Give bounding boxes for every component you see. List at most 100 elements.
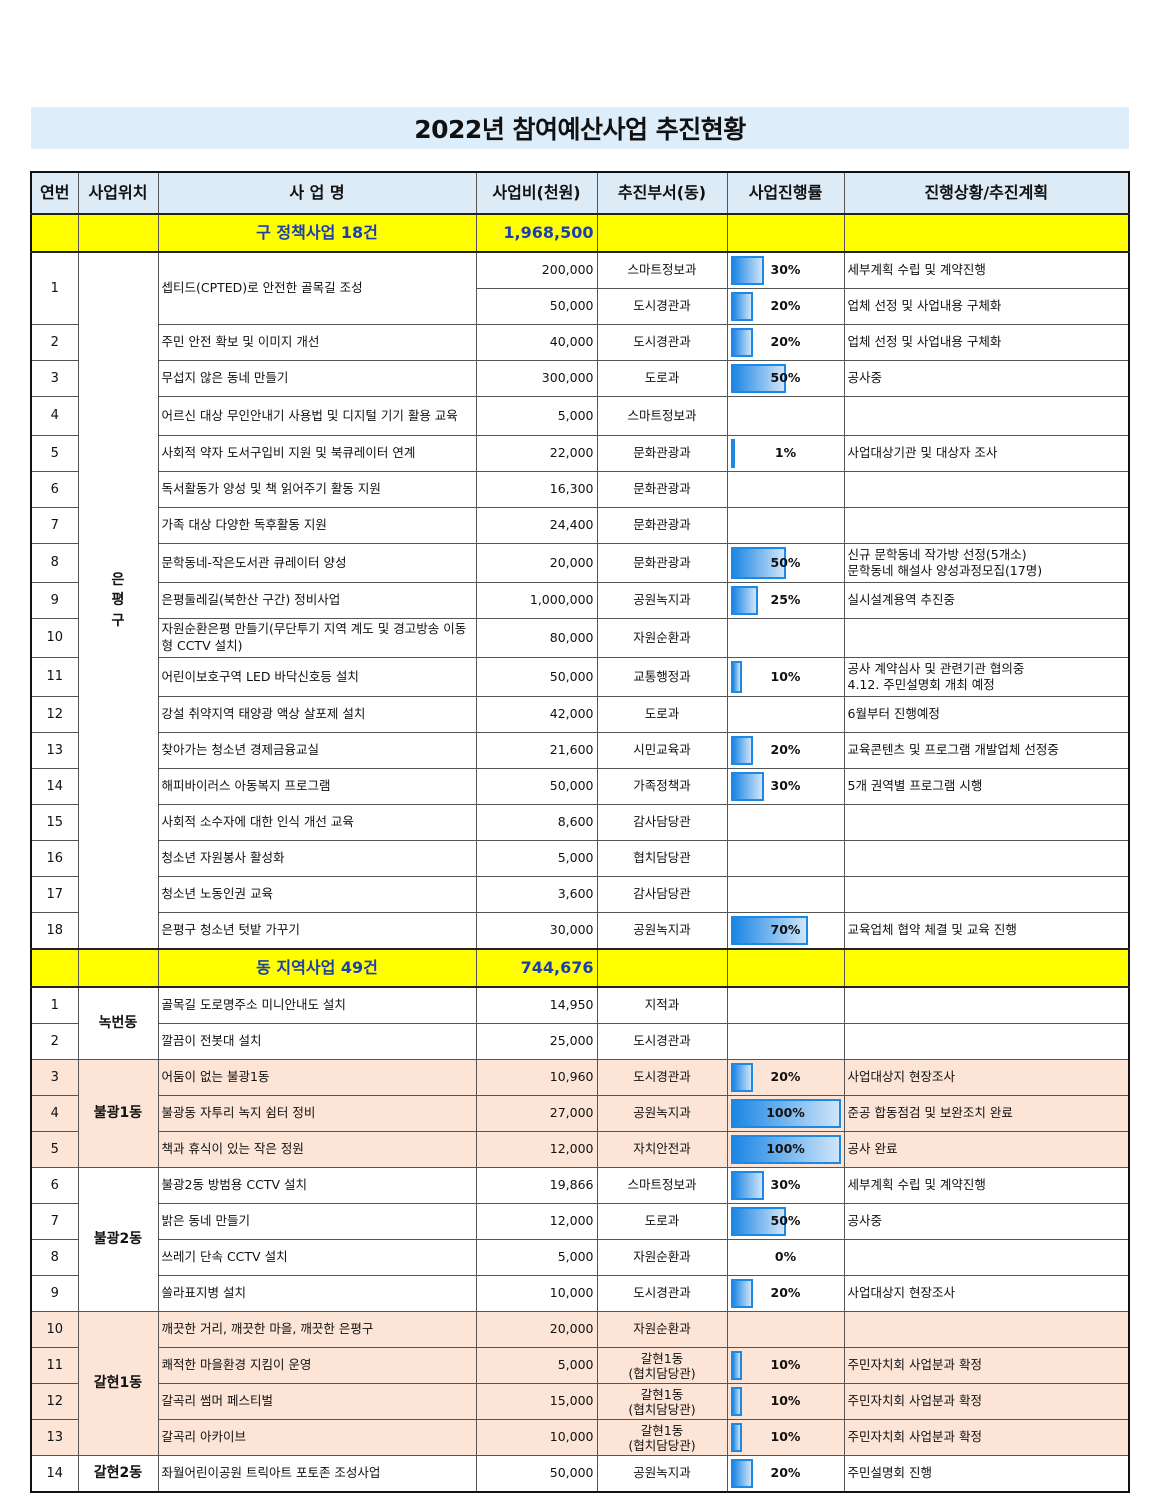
- budget-cell: 20,000: [475, 1311, 598, 1348]
- status-cell: 공사 계약심사 및 관련기관 협의중 4.12. 주민설명회 개최 예정: [843, 657, 1130, 697]
- progress-label: 50%: [770, 554, 801, 570]
- table-row: 1 은평구 셉티드(CPTED)로 안전한 골목길 조성 200,000 스마트정보과 3…: [30, 251, 1130, 950]
- project-name: 은평구 청소년 텃밭 가꾸기: [157, 912, 477, 950]
- table-row: 12 갈곡리 썸머 페스티벌 15,000 갈현1동 (협치담당관) 10% 주민자치회 …: [30, 1383, 1130, 1420]
- table-row: 11 쾌적한 마을환경 지킴이 운영 5,000 갈현1동 (협치담당관) 10% 주민자…: [30, 1347, 1130, 1384]
- dept-cell: 공원녹지과: [596, 912, 728, 950]
- row-number: 2: [30, 324, 79, 361]
- progress-label: 20%: [770, 1285, 801, 1301]
- progress-cell: [726, 876, 845, 913]
- row-number: 11: [30, 1347, 79, 1384]
- location-cell: 은평구: [77, 251, 159, 950]
- dept-cell: 문화관광과: [596, 507, 728, 544]
- progress-label: 10%: [770, 1357, 801, 1373]
- table-row: 3 무섭지 않은 동네 만들기 300,000 도로과 50% 공사중: [30, 360, 1130, 397]
- progress-label: 10%: [770, 1429, 801, 1445]
- status-cell: [843, 396, 1130, 436]
- budget-cell: 50,000: [475, 768, 598, 805]
- section-status-cell: [843, 948, 1130, 988]
- row-number: 11: [30, 657, 79, 697]
- section-total: 1,968,500: [475, 213, 598, 253]
- progress-label: 50%: [770, 1213, 801, 1229]
- location-cell: 불광2동: [77, 1167, 159, 1312]
- section-row: 동 지역사업 49건 744,676: [30, 948, 1130, 988]
- location-label: 갈현2동: [93, 1465, 143, 1482]
- dept-cell: 감사담당관: [596, 804, 728, 841]
- progress-cell: 20%: [726, 324, 845, 361]
- page-title: 2022년 참여예산사업 추진현황: [414, 115, 746, 144]
- dept-cell: 교통행정과: [596, 657, 728, 697]
- budget-cell: 30,000: [475, 912, 598, 950]
- budget-cell: 21,600: [475, 732, 598, 769]
- section-progress-cell: [726, 948, 845, 988]
- table-row: 5 사회적 약자 도서구입비 지원 및 북큐레이터 연계 22,000 문화관광과 1%…: [30, 435, 1130, 472]
- dept-cell: 도로과: [596, 1203, 728, 1240]
- table-row: 7 밝은 동네 만들기 12,000 도로과 50% 공사중: [30, 1203, 1130, 1240]
- project-name: 셉티드(CPTED)로 안전한 골목길 조성: [157, 251, 477, 325]
- progress-bar: [730, 586, 758, 615]
- section-status-cell: [843, 213, 1130, 253]
- budget-cell: 5,000: [475, 396, 598, 436]
- row-number: 9: [30, 582, 79, 619]
- table-row: 8 문학동네-작은도서관 큐레이터 양성 20,000 문화관광과 50% 신규 문학동네…: [30, 543, 1130, 583]
- progress-bar: [730, 1135, 841, 1164]
- progress-cell: 20%: [726, 732, 845, 769]
- row-number: 13: [30, 1419, 79, 1456]
- progress-bar: [730, 1063, 753, 1092]
- dept-cell: 스마트정보과: [596, 251, 728, 289]
- budget-cell: 5,000: [475, 840, 598, 877]
- project-name: 청소년 자원봉사 활성화: [157, 840, 477, 877]
- dept-cell: 공원녹지과: [596, 582, 728, 619]
- section-dept-cell: [596, 213, 728, 253]
- status-cell: 실시설계용역 추진중: [843, 582, 1130, 619]
- row-number: 3: [30, 1059, 79, 1096]
- progress-bar: [730, 439, 735, 468]
- table-row: 8 쓰레기 단속 CCTV 설치 5,000 자원순환과 0%: [30, 1239, 1130, 1276]
- project-name: 어르신 대상 무인안내기 사용법 및 디지털 기기 활용 교육: [157, 396, 477, 436]
- progress-label: 0%: [774, 1249, 797, 1265]
- project-name: 깨끗한 거리, 깨끗한 마을, 깨끗한 은평구: [157, 1311, 477, 1348]
- progress-cell: [726, 1023, 845, 1060]
- table-row: 14 해피바이러스 아동복지 프로그램 50,000 가족정책과 30% 5개 권역별 프…: [30, 768, 1130, 805]
- table-row: 14 갈현2동 좌월어린이공원 트릭아트 포토존 조성사업 50,000 공원녹지과 20…: [30, 1455, 1130, 1493]
- progress-label: 50%: [770, 370, 801, 386]
- progress-label: 30%: [770, 262, 801, 278]
- progress-cell: 10%: [726, 1419, 845, 1456]
- progress-cell: 100%: [726, 1131, 845, 1168]
- dept-cell: 문화관광과: [596, 471, 728, 508]
- dept-cell: 도시경관과: [596, 288, 728, 325]
- table-row: 9 쓸라표지병 설치 10,000 도시경관과 20% 사업대상지 현장조사: [30, 1275, 1130, 1312]
- budget-cell: 10,000: [475, 1275, 598, 1312]
- progress-bar: [730, 328, 753, 357]
- section-progress-cell: [726, 213, 845, 253]
- progress-label: 100%: [766, 1141, 805, 1157]
- budget-cell: 42,000: [475, 696, 598, 733]
- dept-cell: 도시경관과: [596, 1023, 728, 1060]
- progress-bar: [730, 292, 753, 321]
- progress-cell: 20%: [726, 288, 845, 325]
- section-dept-cell: [596, 948, 728, 988]
- table-row: 16 청소년 자원봉사 활성화 5,000 협치담당관: [30, 840, 1130, 877]
- project-name: 불광2동 방범용 CCTV 설치: [157, 1167, 477, 1204]
- budget-cell: 80,000: [475, 618, 598, 658]
- table-row: 6 불광2동 불광2동 방범용 CCTV 설치 19,866 스마트정보과 30% 세부계획…: [30, 1167, 1130, 1312]
- dept-cell: 도로과: [596, 696, 728, 733]
- progress-cell: 20%: [726, 1275, 845, 1312]
- progress-bar: [730, 1279, 753, 1308]
- table-row: 13 갈곡리 아카이브 10,000 갈현1동 (협치담당관) 10% 주민자치회 사업분…: [30, 1419, 1130, 1456]
- progress-bar: [730, 1351, 742, 1380]
- row-number: 15: [30, 804, 79, 841]
- status-cell: [843, 840, 1130, 877]
- project-name: 자원순환은평 만들기(무단투기 지역 계도 및 경고방송 이동형 CCTV 설치…: [157, 618, 477, 658]
- budget-cell: 10,000: [475, 1419, 598, 1456]
- progress-cell: [726, 396, 845, 436]
- project-name: 쾌적한 마을환경 지킴이 운영: [157, 1347, 477, 1384]
- project-name: 좌월어린이공원 트릭아트 포토존 조성사업: [157, 1455, 477, 1493]
- project-name: 문학동네-작은도서관 큐레이터 양성: [157, 543, 477, 583]
- location-cell: 갈현1동: [77, 1311, 159, 1456]
- progress-cell: 25%: [726, 582, 845, 619]
- section-title: 동 지역사업 49건: [157, 948, 477, 988]
- title-band: 2022년 참여예산사업 추진현황: [31, 107, 1129, 149]
- project-name: 청소년 노동인권 교육: [157, 876, 477, 913]
- progress-cell: 50%: [726, 543, 845, 583]
